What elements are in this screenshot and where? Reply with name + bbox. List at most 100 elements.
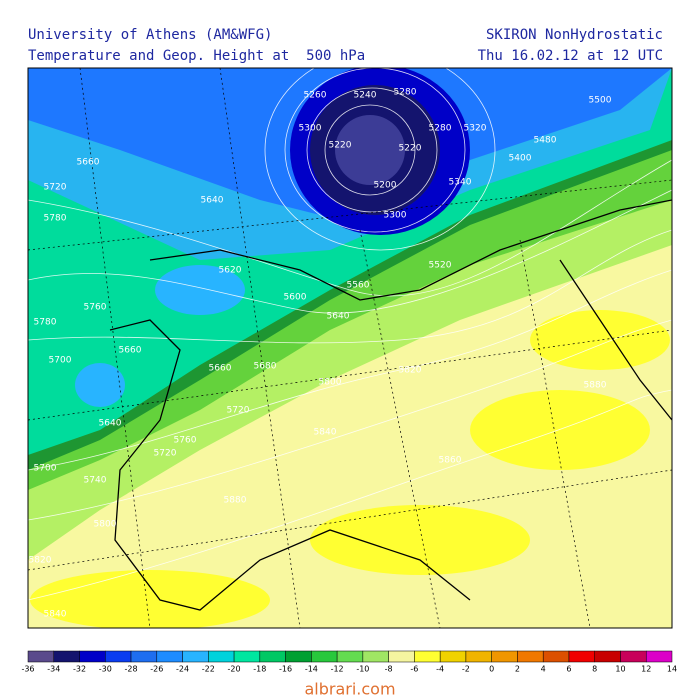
colorbar-tick-label: -8	[385, 665, 393, 674]
contour-label: 5480	[534, 136, 557, 146]
colorbar-swatch	[491, 650, 518, 663]
colorbar-tick-label: 4	[541, 665, 546, 674]
contour-label: 5680	[254, 362, 277, 372]
contour-label: 5280	[429, 124, 452, 134]
colorbar-swatch	[156, 650, 183, 663]
contour-label: 5660	[209, 364, 232, 374]
header-text: SKIRON NonHydrostatic	[486, 27, 663, 43]
contour-label: 5220	[399, 144, 422, 154]
colorbar-swatch	[233, 650, 261, 663]
coastline	[109, 199, 672, 611]
colorbar-swatch	[465, 650, 492, 663]
colorbar-tick-label: 2	[515, 665, 520, 674]
colorbar-swatch	[208, 650, 235, 663]
field	[30, 570, 270, 628]
colorbar-tick-label: -6	[410, 665, 418, 674]
contour-label: 5760	[84, 303, 107, 313]
contour-label: 5640	[327, 312, 350, 322]
footer-watermark: albrari.com	[304, 680, 395, 699]
contour-label: 5520	[429, 261, 452, 271]
colorbar-tick-label: -16	[279, 665, 292, 674]
contour-label: 5640	[201, 196, 224, 206]
colorbar-tick-label: -28	[125, 665, 138, 674]
contour-label: 5500	[589, 96, 612, 106]
contour-label: 5740	[84, 476, 107, 486]
header-text: Thu 16.02.12 at 12 UTC	[478, 48, 663, 64]
contour-label: 5320	[464, 124, 487, 134]
colorbar-tick-label: -30	[99, 665, 112, 674]
contour-label: 5560	[347, 281, 370, 291]
contour-label: 5700	[34, 464, 57, 474]
colorbar-swatch	[79, 650, 106, 663]
colorbar-tick-label: -20	[228, 665, 241, 674]
contour-label: 5660	[119, 346, 142, 356]
contour-label: 5240	[354, 91, 377, 101]
colorbar-tick-label: -12	[331, 665, 344, 674]
field	[470, 390, 650, 470]
header-text: University of Athens (AM&WFG)	[28, 27, 272, 43]
contour-label: 5620	[219, 266, 242, 276]
contour-label: 5200	[374, 181, 397, 191]
contour-label: 5780	[44, 214, 67, 224]
colorbar-swatch	[27, 650, 55, 663]
contour-label: 5840	[314, 428, 337, 438]
colorbar-tick-label: -36	[21, 665, 34, 674]
colorbar-swatch	[53, 650, 80, 663]
colorbar-tick-label: 12	[641, 665, 651, 674]
colorbar-tick-label: 10	[615, 665, 625, 674]
colorbar-tick-label: -22	[202, 665, 215, 674]
contour-label: 5780	[34, 318, 57, 328]
map	[28, 68, 672, 628]
contour-label: 5260	[304, 91, 327, 101]
contour-label: 5300	[384, 211, 407, 221]
contour-label: 5880	[584, 381, 607, 391]
colorbar-tick-label: -14	[305, 665, 318, 674]
contours	[28, 68, 672, 601]
contour-label: 5660	[77, 158, 100, 168]
contour-label: 5640	[99, 419, 122, 429]
map-frame	[27, 67, 673, 629]
contour-label: 5820	[29, 556, 52, 566]
colorbar-swatch	[620, 650, 647, 663]
colorbar-tick-label: -2	[462, 665, 470, 674]
contour-label: 5800	[94, 520, 117, 530]
colorbar-tick-label: -4	[436, 665, 444, 674]
colorbar-swatch	[105, 650, 132, 663]
contour-label: 5700	[49, 356, 72, 366]
contour-label: 5800	[319, 378, 342, 388]
colorbar-tick-label: -26	[150, 665, 163, 674]
colorbar-swatch	[594, 650, 621, 663]
contour-label: 5340	[449, 178, 472, 188]
colorbar-swatch	[517, 650, 544, 663]
graticule	[28, 68, 672, 628]
field	[335, 115, 405, 185]
colorbar-tick-label: -10	[356, 665, 369, 674]
contour-label: 5600	[284, 293, 307, 303]
colorbar-swatch	[259, 650, 286, 663]
contour-label: 5880	[224, 496, 247, 506]
colorbar-tick-label: -18	[253, 665, 266, 674]
contour-label: 5860	[439, 456, 462, 466]
contour-label: 5720	[227, 406, 250, 416]
colorbar-tick-label: 6	[566, 665, 571, 674]
header-text: Temperature and Geop. Height at 500 hPa	[28, 48, 365, 64]
colorbar-swatch	[362, 650, 389, 663]
field	[155, 265, 245, 315]
contour-label: 5300	[299, 124, 322, 134]
colorbar-swatch	[182, 650, 209, 663]
colorbar-swatch	[645, 650, 673, 663]
field	[310, 505, 530, 575]
contour-label: 5720	[44, 183, 67, 193]
colorbar-swatch	[568, 650, 595, 663]
colorbar-tick-label: 14	[667, 665, 677, 674]
colorbar-tick-label: 8	[592, 665, 597, 674]
colorbar-swatch	[414, 650, 441, 663]
contour-label: 5400	[509, 154, 532, 164]
colorbar-swatch	[542, 650, 570, 663]
contour-label: 5760	[174, 436, 197, 446]
contour-label: 5720	[154, 449, 177, 459]
colorbar-swatch	[439, 650, 467, 663]
colorbar-tick-label: -32	[73, 665, 86, 674]
